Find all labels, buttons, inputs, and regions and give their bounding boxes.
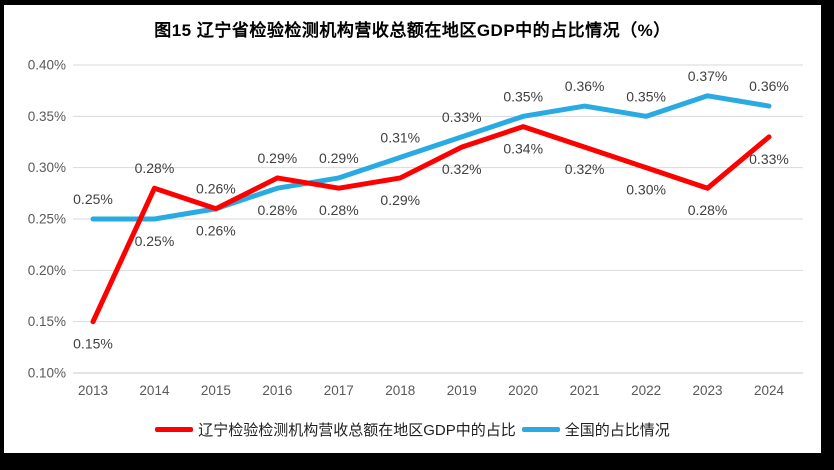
data-label: 0.32% (565, 161, 605, 177)
x-tick-label: 2016 (262, 383, 292, 398)
chart-canvas (4, 5, 821, 453)
legend-label-liaoning: 辽宁检验检测机构营收总额在地区GDP中的占比 (198, 422, 516, 439)
legend-line-sample-red (155, 427, 194, 432)
y-tick-label: 0.25% (28, 212, 66, 227)
data-label: 0.37% (688, 68, 728, 84)
series-line-liaoning (90, 124, 772, 325)
legend-item-liaoning: 辽宁检验检测机构营收总额在地区GDP中的占比 (155, 419, 516, 440)
data-label: 0.36% (749, 78, 789, 94)
y-tick-label: 0.30% (28, 160, 66, 175)
data-label: 0.36% (565, 78, 605, 94)
x-tick-label: 2024 (754, 383, 785, 398)
x-tick-label: 2017 (324, 383, 354, 398)
chart-title: 图15 辽宁省检验检测机构营收总额在地区GDP中的占比情况（%） (154, 21, 671, 40)
series-line-national (90, 93, 772, 222)
data-label: 0.15% (73, 336, 113, 352)
chart-legend: 辽宁检验检测机构营收总额在地区GDP中的占比 全国的占比情况 (4, 419, 821, 440)
x-tick-label: 2020 (508, 383, 538, 398)
y-tick-label: 0.35% (28, 109, 66, 124)
x-tick-label: 2014 (139, 383, 170, 398)
data-label: 0.31% (380, 129, 420, 145)
x-tick-label: 2019 (447, 383, 477, 398)
legend-label-national: 全国的占比情况 (564, 422, 670, 439)
data-label: 0.28% (135, 160, 175, 176)
data-label: 0.33% (442, 109, 482, 125)
data-label: 0.32% (442, 161, 482, 177)
data-label: 0.35% (503, 88, 543, 104)
x-tick-label: 2023 (693, 383, 723, 398)
x-tick-label: 2015 (201, 383, 231, 398)
x-tick-label: 2013 (78, 383, 108, 398)
data-label: 0.28% (319, 202, 359, 218)
data-label: 0.29% (258, 150, 298, 166)
y-tick-label: 0.40% (28, 58, 66, 73)
data-label: 0.25% (73, 191, 113, 207)
data-label: 0.25% (135, 233, 175, 249)
x-tick-label: 2022 (631, 383, 661, 398)
data-label: 0.28% (688, 202, 728, 218)
y-tick-label: 0.10% (28, 366, 66, 381)
data-label: 0.29% (319, 150, 359, 166)
y-tick-label: 0.15% (28, 314, 66, 329)
data-label: 0.29% (380, 192, 420, 208)
x-tick-label: 2018 (385, 383, 415, 398)
y-tick-label: 0.20% (28, 263, 66, 278)
data-label: 0.30% (626, 182, 666, 198)
x-tick-label: 2021 (570, 383, 600, 398)
data-label: 0.34% (503, 141, 543, 157)
data-label: 0.33% (749, 151, 789, 167)
data-label: 0.35% (626, 88, 666, 104)
data-label: 0.26% (196, 223, 236, 239)
legend-item-national: 全国的占比情况 (521, 419, 670, 440)
legend-line-sample-blue (521, 427, 560, 432)
data-label: 0.28% (258, 202, 298, 218)
data-label: 0.26% (196, 181, 236, 197)
